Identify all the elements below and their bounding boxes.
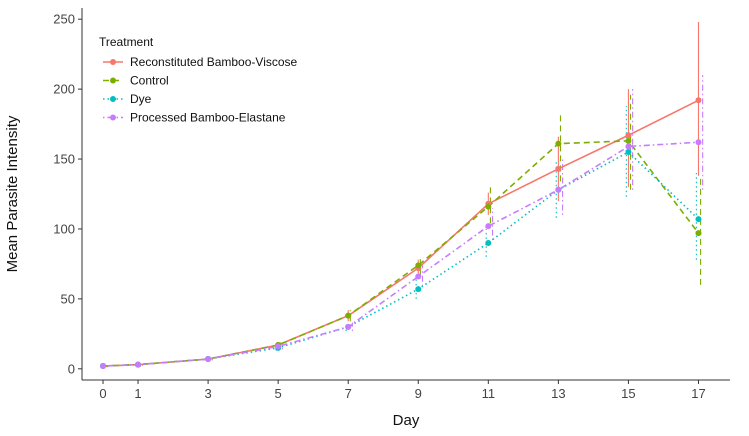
legend-key-point-dye xyxy=(110,96,116,102)
x-tick-label: 5 xyxy=(275,386,282,401)
data-point-reconstituted-bamboo-viscose xyxy=(695,97,702,104)
legend-items: Reconstituted Bamboo-Viscose Control Dye Pr… xyxy=(103,55,298,125)
legend-label-processed-bamboo-elastane: Processed Bamboo-Elastane xyxy=(130,111,286,125)
data-point-dye xyxy=(415,286,422,293)
axes xyxy=(81,8,730,381)
legend-key-point-reconstituted-bamboo-viscose xyxy=(110,59,116,65)
x-tick-label: 3 xyxy=(204,386,211,401)
y-tick-label: 0 xyxy=(68,361,75,376)
data-point-control xyxy=(345,312,352,319)
data-point-processed-bamboo-elastane xyxy=(625,143,632,150)
data-point-control xyxy=(415,262,422,269)
y-tick-label: 200 xyxy=(53,82,75,97)
x-tick-label: 13 xyxy=(551,386,565,401)
series-points xyxy=(100,97,702,370)
data-point-processed-bamboo-elastane xyxy=(275,343,282,350)
x-tick-label: 11 xyxy=(482,386,496,401)
x-tick-label: 9 xyxy=(415,386,422,401)
x-tick-label: 0 xyxy=(99,386,106,401)
legend-title: Treatment xyxy=(99,35,154,49)
data-point-processed-bamboo-elastane xyxy=(555,186,562,193)
data-point-processed-bamboo-elastane xyxy=(345,323,352,330)
series-line-processed-bamboo-elastane xyxy=(102,141,699,367)
data-point-processed-bamboo-elastane xyxy=(100,363,107,370)
x-tick-label: 15 xyxy=(621,386,635,401)
series-lines xyxy=(102,99,700,367)
series-line-control xyxy=(102,140,700,367)
legend-key-point-processed-bamboo-elastane xyxy=(110,114,116,121)
data-point-control xyxy=(695,230,702,237)
data-point-control xyxy=(555,140,562,147)
x-tick-label: 17 xyxy=(691,386,705,401)
legend: Treatment Reconstituted Bamboo-Viscose Co… xyxy=(99,35,298,125)
y-tick-label: 100 xyxy=(53,221,75,236)
data-point-processed-bamboo-elastane xyxy=(135,361,142,368)
x-ticks: 0 1 3 5 7 9 11 13 15 17 xyxy=(99,380,706,401)
data-point-processed-bamboo-elastane xyxy=(415,273,422,280)
data-point-dye xyxy=(485,239,492,246)
legend-label-dye: Dye xyxy=(130,92,152,106)
y-ticks: 0 50 100 150 200 250 xyxy=(53,12,82,376)
data-point-processed-bamboo-elastane xyxy=(205,356,212,363)
x-axis-title: Day xyxy=(393,412,420,429)
series-line-dye xyxy=(102,151,700,367)
data-point-processed-bamboo-elastane xyxy=(695,139,702,146)
x-tick-label: 7 xyxy=(345,386,352,401)
y-axis-title: Mean Parasite Intensity xyxy=(4,115,21,272)
data-point-dye xyxy=(695,216,702,223)
y-tick-label: 50 xyxy=(61,291,75,306)
y-tick-label: 150 xyxy=(53,152,75,167)
legend-label-control: Control xyxy=(130,74,169,88)
data-point-reconstituted-bamboo-viscose xyxy=(625,132,632,139)
data-point-processed-bamboo-elastane xyxy=(485,223,492,230)
data-point-dye xyxy=(625,149,632,156)
data-point-reconstituted-bamboo-viscose xyxy=(555,165,562,172)
legend-key-point-control xyxy=(110,77,116,84)
x-tick-label: 1 xyxy=(134,386,141,401)
data-point-control xyxy=(625,137,632,144)
data-point-control xyxy=(485,203,492,210)
legend-label-reconstituted-bamboo-viscose: Reconstituted Bamboo-Viscose xyxy=(130,55,298,69)
y-tick-label: 250 xyxy=(53,12,75,27)
